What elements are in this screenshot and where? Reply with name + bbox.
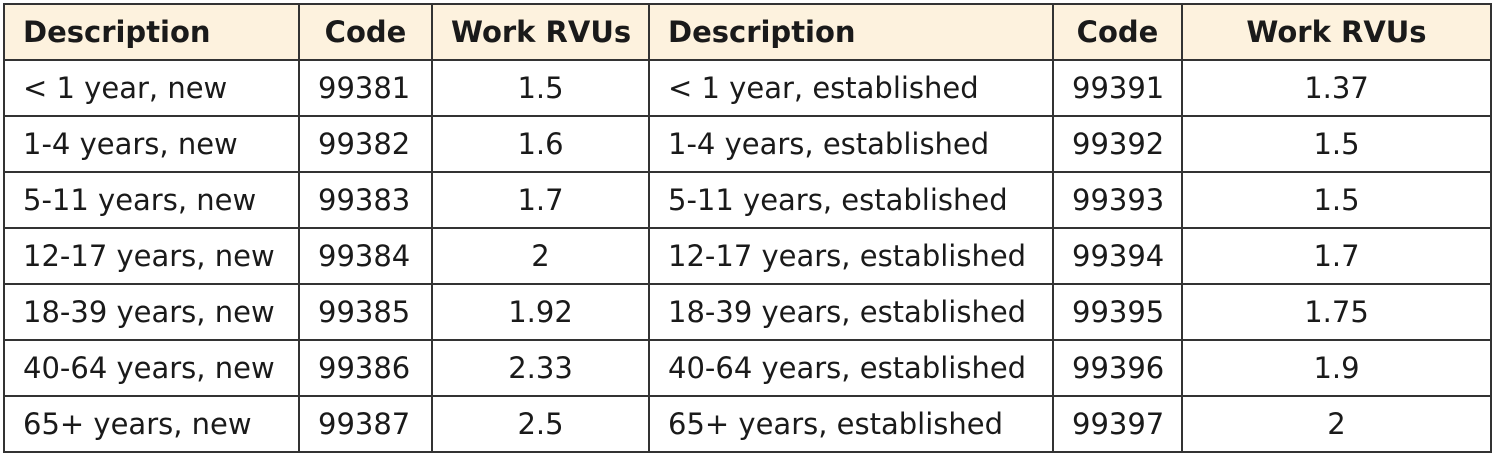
table-row: 65+ years, new 99387 2.5 65+ years, establi… — [3, 395, 1492, 453]
table-row: 18-39 years, new 99385 1.92 18-39 years, es… — [3, 283, 1492, 341]
table-cell: 65+ years, established — [648, 395, 1054, 453]
table-cell: 2.5 — [431, 395, 650, 453]
table-cell: 1.7 — [1181, 227, 1492, 285]
table-body: < 1 year, new 99381 1.5 < 1 year, establish… — [3, 59, 1492, 453]
table-cell: 18-39 years, new — [3, 283, 300, 341]
table-cell: 99393 — [1052, 171, 1183, 229]
header-cell: Code — [298, 3, 433, 61]
table-cell: < 1 year, new — [3, 59, 300, 117]
table-row: < 1 year, new 99381 1.5 < 1 year, establish… — [3, 59, 1492, 117]
table-cell: 1.5 — [1181, 171, 1492, 229]
table-cell: 1.7 — [431, 171, 650, 229]
table-cell: 99385 — [298, 283, 433, 341]
table-cell: 99384 — [298, 227, 433, 285]
header-row: Description Code Work RVUs Description Code W… — [3, 3, 1492, 61]
table-cell: 1-4 years, new — [3, 115, 300, 173]
table-cell: 99383 — [298, 171, 433, 229]
table-cell: 1.75 — [1181, 283, 1492, 341]
table-cell: 2.33 — [431, 339, 650, 397]
table-row: 12-17 years, new 99384 2 12-17 years, estab… — [3, 227, 1492, 285]
header-cell: Work RVUs — [431, 3, 650, 61]
table-cell: 99386 — [298, 339, 433, 397]
table-row: 1-4 years, new 99382 1.6 1-4 years, establi… — [3, 115, 1492, 173]
table-cell: 12-17 years, new — [3, 227, 300, 285]
table-cell: 2 — [431, 227, 650, 285]
table-cell: 5-11 years, new — [3, 171, 300, 229]
rvu-table: Description Code Work RVUs Description Code W… — [3, 3, 1492, 453]
table-cell: 1.5 — [1181, 115, 1492, 173]
table-cell: 99381 — [298, 59, 433, 117]
header-cell: Description — [648, 3, 1054, 61]
header-cell: Description — [3, 3, 300, 61]
table-cell: < 1 year, established — [648, 59, 1054, 117]
table-row: 5-11 years, new 99383 1.7 5-11 years, estab… — [3, 171, 1492, 229]
table-row: 40-64 years, new 99386 2.33 40-64 years, es… — [3, 339, 1492, 397]
table-cell: 99392 — [1052, 115, 1183, 173]
table-cell: 1.92 — [431, 283, 650, 341]
table-cell: 1.5 — [431, 59, 650, 117]
table-cell: 40-64 years, established — [648, 339, 1054, 397]
table-cell: 65+ years, new — [3, 395, 300, 453]
table-cell: 99397 — [1052, 395, 1183, 453]
table-cell: 18-39 years, established — [648, 283, 1054, 341]
table-cell: 1-4 years, established — [648, 115, 1054, 173]
table-cell: 99394 — [1052, 227, 1183, 285]
table-cell: 12-17 years, established — [648, 227, 1054, 285]
table-cell: 99396 — [1052, 339, 1183, 397]
table-cell: 1.9 — [1181, 339, 1492, 397]
table-cell: 5-11 years, established — [648, 171, 1054, 229]
table-cell: 1.37 — [1181, 59, 1492, 117]
header-cell: Code — [1052, 3, 1183, 61]
header-cell: Work RVUs — [1181, 3, 1492, 61]
table-cell: 99391 — [1052, 59, 1183, 117]
table-cell: 99395 — [1052, 283, 1183, 341]
table-cell: 2 — [1181, 395, 1492, 453]
table-cell: 1.6 — [431, 115, 650, 173]
table-head: Description Code Work RVUs Description Code W… — [3, 3, 1492, 61]
table-cell: 99382 — [298, 115, 433, 173]
table-cell: 99387 — [298, 395, 433, 453]
table-cell: 40-64 years, new — [3, 339, 300, 397]
